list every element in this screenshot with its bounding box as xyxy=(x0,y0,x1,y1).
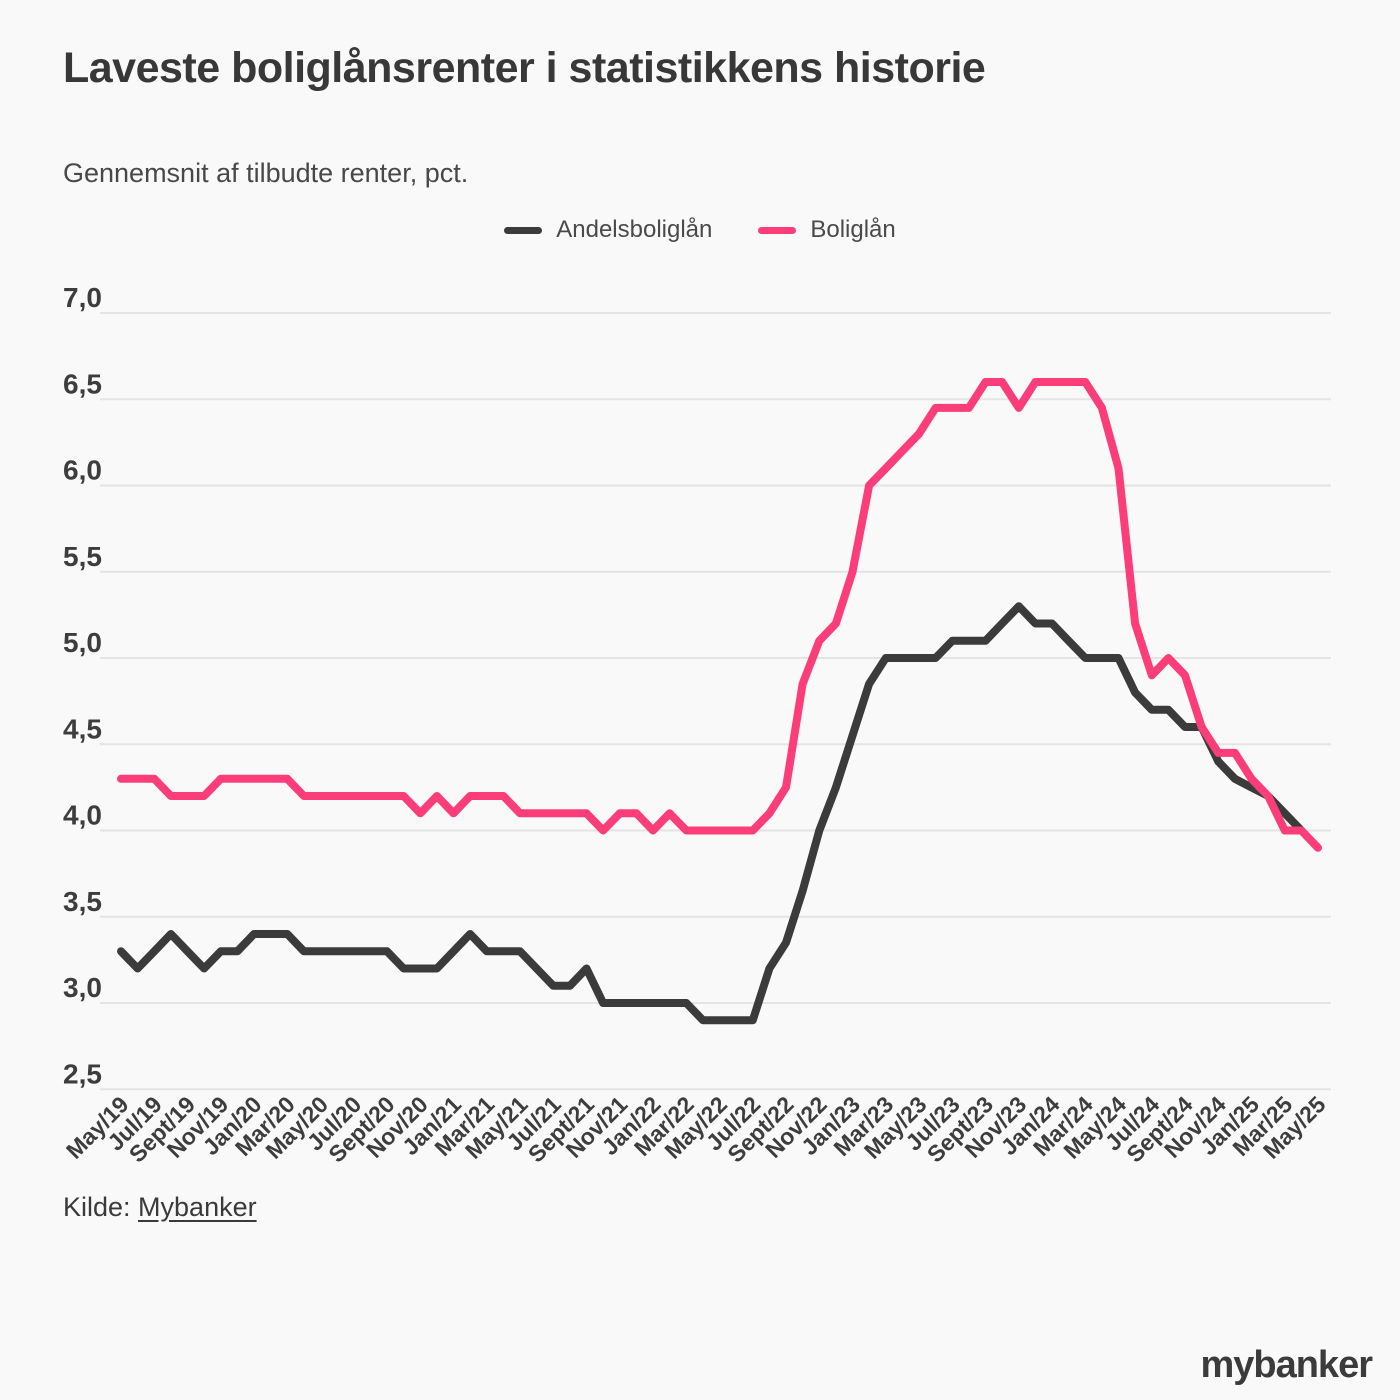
chart-legend: Andelsboliglån Boliglån xyxy=(0,216,1400,244)
y-tick-label: 6,5 xyxy=(63,368,102,399)
page-title: Laveste boliglånsrenter i statistikkens … xyxy=(63,44,986,92)
y-tick-label: 3,5 xyxy=(63,886,102,917)
andelsboliglan-line-swatch xyxy=(504,226,543,234)
y-tick-label: 4,0 xyxy=(63,800,102,831)
y-tick-label: 5,0 xyxy=(63,627,102,658)
y-tick-label: 4,5 xyxy=(63,713,102,744)
series-line-andelsboliglan xyxy=(117,602,1306,1025)
y-tick-label: 6,0 xyxy=(63,455,102,486)
y-tick-label: 3,0 xyxy=(63,972,102,1003)
series-line-boliglan xyxy=(117,378,1322,852)
y-tick-label: 2,5 xyxy=(63,1058,102,1089)
y-tick-label: 7,0 xyxy=(63,282,102,313)
legend-item-boliglan: Boliglån xyxy=(758,216,896,244)
legend-item-andelsboliglan: Andelsboliglån xyxy=(504,216,712,244)
boliglan-line-swatch xyxy=(758,226,797,234)
legend-label-andelsboliglan: Andelsboliglån xyxy=(556,216,713,243)
source-link[interactable]: Mybanker xyxy=(138,1192,257,1222)
source-prefix: Kilde: xyxy=(63,1192,139,1222)
legend-label-boliglan: Boliglån xyxy=(810,216,896,243)
chart-subtitle: Gennemsnit af tilbudte renter, pct. xyxy=(63,158,469,188)
y-tick-label: 5,5 xyxy=(63,541,102,572)
mybanker-logo: mybanker xyxy=(1200,1344,1373,1386)
source-note: Kilde: Mybanker xyxy=(63,1192,257,1223)
